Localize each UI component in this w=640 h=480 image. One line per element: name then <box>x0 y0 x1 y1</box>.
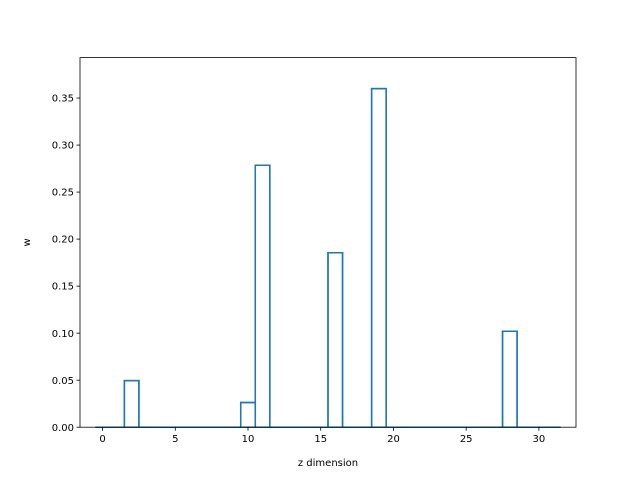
bar-19 <box>370 87 387 428</box>
x-tick-label-15: 15 <box>314 434 327 445</box>
bar-28 <box>501 330 518 428</box>
bar-10 <box>239 401 257 428</box>
y-tick-label-0: 0.00 <box>52 423 74 434</box>
y-tick-label-5: 0.25 <box>52 188 74 199</box>
y-tick-label-1: 0.05 <box>52 376 74 387</box>
x-tick-label-10: 10 <box>242 434 255 445</box>
y-axis-label: w <box>22 238 33 246</box>
x-tick-label-25: 25 <box>460 434 473 445</box>
plot-area <box>95 87 561 428</box>
x-tick-label-0: 0 <box>99 434 105 445</box>
x-tick-label-5: 5 <box>172 434 178 445</box>
y-axis: 0.00 0.05 0.10 0.15 0.20 0.25 0.30 0.35 <box>52 94 80 434</box>
y-tick-label-7: 0.35 <box>52 94 74 105</box>
x-axis: 0 5 10 15 20 25 30 <box>99 427 545 445</box>
x-tick-label-30: 30 <box>533 434 546 445</box>
x-tick-label-20: 20 <box>387 434 400 445</box>
bar-11 <box>254 164 271 428</box>
bar-16 <box>327 252 344 428</box>
y-tick-label-4: 0.20 <box>52 235 74 246</box>
axes-frame <box>79 57 577 428</box>
y-tick-label-2: 0.10 <box>52 329 74 340</box>
x-axis-label: z dimension <box>298 458 358 469</box>
y-tick-label-3: 0.15 <box>52 282 74 293</box>
y-tick-label-6: 0.30 <box>52 141 74 152</box>
bar-2 <box>123 379 140 428</box>
